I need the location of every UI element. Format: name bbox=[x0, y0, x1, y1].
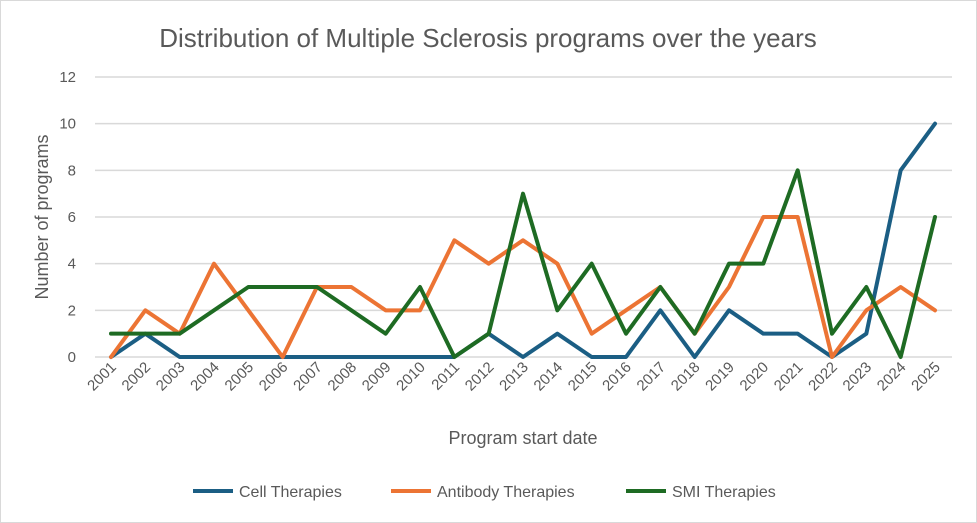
x-tick-label: 2011 bbox=[428, 359, 463, 394]
x-tick-label: 2010 bbox=[393, 359, 429, 395]
legend: Cell Therapies Antibody Therapies SMI Ther… bbox=[193, 484, 776, 501]
x-tick-label: 2025 bbox=[908, 359, 944, 395]
y-tick-labels: 0 2 4 6 8 10 12 bbox=[59, 69, 76, 366]
x-tick-label: 2017 bbox=[634, 359, 670, 395]
x-tick-label: 2019 bbox=[702, 359, 738, 395]
legend-label: Cell Therapies bbox=[239, 484, 342, 501]
x-tick-label: 2020 bbox=[737, 359, 773, 395]
y-tick-label: 4 bbox=[68, 256, 76, 273]
x-tick-label: 2014 bbox=[531, 359, 567, 395]
series-lines bbox=[109, 121, 937, 359]
x-tick-label: 2015 bbox=[565, 359, 601, 395]
y-axis-label: Number of programs bbox=[32, 134, 52, 299]
x-tick-label: 2003 bbox=[153, 359, 189, 395]
y-tick-label: 2 bbox=[68, 302, 76, 319]
y-tick-label: 10 bbox=[59, 116, 76, 133]
x-tick-label: 2004 bbox=[187, 359, 223, 395]
x-tick-label: 2013 bbox=[496, 359, 532, 395]
x-tick-label: 2008 bbox=[325, 359, 361, 395]
x-tick-label: 2021 bbox=[771, 359, 807, 395]
legend-label: Antibody Therapies bbox=[437, 484, 575, 501]
x-tick-label: 2006 bbox=[256, 359, 292, 395]
y-tick-label: 0 bbox=[68, 349, 76, 366]
x-tick-label: 2016 bbox=[599, 359, 635, 395]
series-line-smi-therapies bbox=[109, 168, 937, 359]
x-tick-label: 2022 bbox=[805, 359, 841, 395]
y-tick-label: 8 bbox=[68, 162, 76, 179]
x-tick-label: 2024 bbox=[874, 359, 910, 395]
series-line-cell-therapies bbox=[109, 121, 937, 359]
chart-title: Distribution of Multiple Sclerosis progr… bbox=[159, 23, 816, 53]
x-axis-label: Program start date bbox=[448, 428, 597, 448]
x-tick-label: 2012 bbox=[462, 359, 498, 395]
series-line-antibody-therapies bbox=[109, 215, 937, 359]
y-tick-label: 6 bbox=[68, 209, 76, 226]
x-tick-label: 2018 bbox=[668, 359, 704, 395]
x-tick-label: 2001 bbox=[84, 359, 120, 395]
x-tick-label: 2005 bbox=[222, 359, 258, 395]
x-tick-label: 2023 bbox=[840, 359, 876, 395]
x-tick-label: 2007 bbox=[290, 359, 326, 395]
x-tick-labels: 2001200220032004200520062007200820092010… bbox=[84, 359, 944, 395]
x-tick-label: 2002 bbox=[119, 359, 155, 395]
legend-label: SMI Therapies bbox=[672, 484, 776, 501]
x-tick-label: 2009 bbox=[359, 359, 395, 395]
y-tick-label: 12 bbox=[59, 69, 76, 86]
